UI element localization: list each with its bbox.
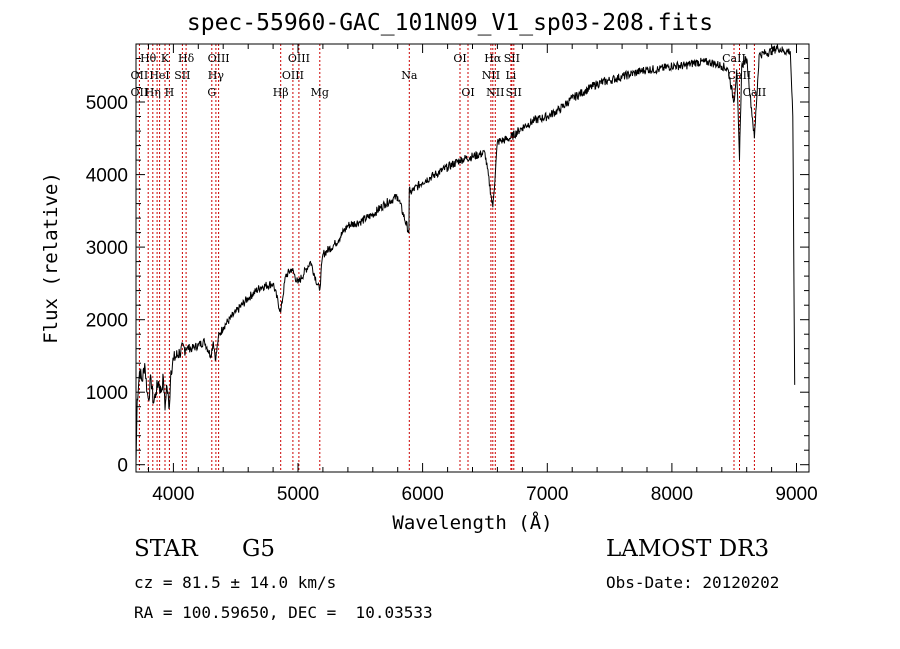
line-label: OIII xyxy=(282,69,304,82)
line-label: OIII xyxy=(208,52,230,65)
line-label: Na xyxy=(401,69,418,82)
radec-text: RA = 100.59650, DEC = 10.03533 xyxy=(134,603,433,622)
line-label: SII xyxy=(506,86,522,99)
chart-title: spec-55960-GAC_101N09_V1_sp03-208.fits xyxy=(186,10,714,36)
line-label: OIII xyxy=(288,52,310,65)
y-tick-label: 3000 xyxy=(86,238,128,259)
line-label: CaII xyxy=(722,52,746,65)
y-tick-label: 4000 xyxy=(86,166,128,187)
line-label: Hα xyxy=(484,52,502,65)
spectrum-line xyxy=(135,44,796,465)
obs-date-text: Obs-Date: 20120202 xyxy=(606,573,780,592)
line-label: Hθ xyxy=(140,52,157,65)
x-tick-label: 9000 xyxy=(775,484,817,505)
plot-frame xyxy=(135,43,810,473)
line-label: Li xyxy=(505,69,516,82)
line-label: OII xyxy=(131,86,149,99)
line-label: Hδ xyxy=(178,52,195,65)
x-tick-label: 5000 xyxy=(277,484,319,505)
line-label: Hγ xyxy=(208,69,225,82)
y-tick-label: 0 xyxy=(117,456,128,477)
line-label: HeI xyxy=(149,69,169,82)
line-label: Mg xyxy=(311,86,329,99)
survey-label: LAMOST DR3 xyxy=(606,536,770,562)
line-label: NII xyxy=(486,86,504,99)
line-markers xyxy=(138,44,755,472)
line-label: K xyxy=(161,52,170,65)
line-label: SII xyxy=(504,52,520,65)
y-tick-label: 5000 xyxy=(86,93,128,114)
x-tick-label: 4000 xyxy=(152,484,194,505)
line-label: OII xyxy=(131,69,149,82)
line-label: H xyxy=(165,86,175,99)
line-label: NII xyxy=(482,69,500,82)
line-label: Hβ xyxy=(273,86,289,99)
x-tick-label: 7000 xyxy=(526,484,568,505)
line-label: G xyxy=(207,86,216,99)
cz-text: cz = 81.5 ± 14.0 km/s xyxy=(134,573,337,592)
line-label: SII xyxy=(174,69,190,82)
line-label: CaII xyxy=(728,69,752,82)
class-label: STAR xyxy=(134,536,198,562)
y-axis-label: Flux (relative) xyxy=(40,172,62,344)
y-tick-label: 1000 xyxy=(86,383,128,404)
line-label: OI xyxy=(453,52,466,65)
subclass-label: G5 xyxy=(242,536,276,562)
line-label: Hη xyxy=(145,86,161,99)
x-tick-label: 8000 xyxy=(651,484,693,505)
line-label: OI xyxy=(461,86,474,99)
x-axis-label: Wavelength (Å) xyxy=(392,511,552,534)
x-tick-label: 6000 xyxy=(402,484,444,505)
line-label: CaII xyxy=(743,86,767,99)
axes: 4000 5000 6000 7000 8000 9000 0 1000 2000 3000 400… xyxy=(86,43,818,505)
y-tick-label: 2000 xyxy=(86,311,128,332)
spectrum-series xyxy=(135,44,796,465)
